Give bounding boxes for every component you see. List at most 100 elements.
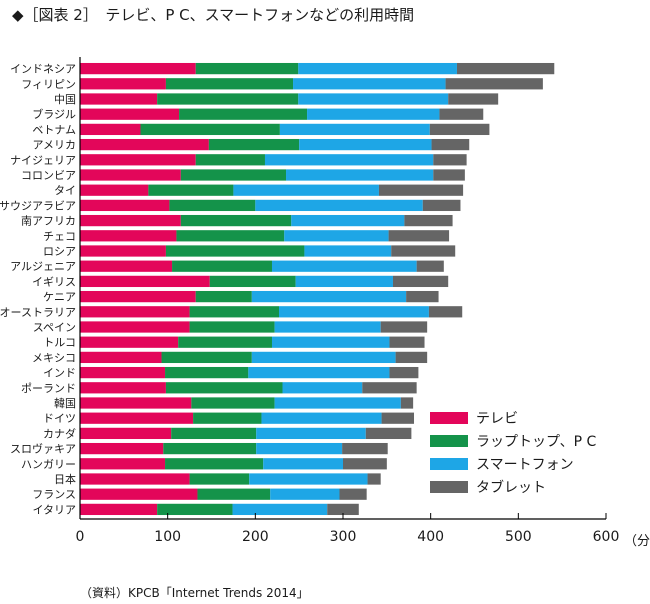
bar-tv — [80, 397, 192, 409]
bar-tablet — [392, 275, 449, 288]
bar-tablet — [380, 321, 428, 333]
category-label: ケニア — [43, 291, 76, 304]
category-label: 中国 — [54, 93, 76, 106]
legend-label-tv: テレビ — [476, 410, 518, 427]
category-label: コロンビア — [21, 169, 76, 182]
bar-tablet — [428, 306, 463, 318]
category-label: ドイツ — [43, 412, 76, 425]
chart-title: ◆［図表 2］ テレビ、P C、スマートフォンなどの利用時間 — [12, 6, 415, 24]
bar-tv — [80, 199, 170, 212]
bar-pc — [193, 412, 262, 424]
x-tick-label: 600 — [593, 529, 620, 545]
bar-pc — [195, 154, 265, 166]
bar-pc — [189, 306, 280, 318]
category-label: スペイン — [33, 321, 76, 334]
category-label: ベトナム — [32, 123, 76, 136]
bar-smartphone — [299, 138, 432, 151]
bar-tv — [80, 169, 181, 181]
category-label: サウジアラビア — [0, 199, 76, 212]
bar-pc — [163, 442, 257, 455]
legend-item-pc: ラップトップ、P C — [430, 429, 596, 452]
bar-smartphone — [293, 78, 446, 90]
category-label: タイ — [54, 184, 76, 197]
bar-smartphone — [304, 245, 392, 257]
bar-smartphone — [298, 62, 457, 75]
category-label: 日本 — [54, 472, 76, 486]
bar-pc — [165, 458, 264, 470]
source-note: （資料）KPCB「Internet Trends 2014」 — [80, 586, 309, 600]
bar-smartphone — [270, 488, 340, 500]
bar-tv — [80, 93, 158, 105]
bar-smartphone — [255, 199, 423, 212]
bar-pc — [165, 382, 283, 394]
category-label: カナダ — [43, 426, 76, 440]
x-tick-label: 200 — [242, 529, 269, 545]
bar-smartphone — [274, 321, 381, 333]
bar-pc — [195, 62, 299, 75]
bar-pc — [172, 260, 272, 272]
bar-tablet — [456, 62, 555, 75]
bar-smartphone — [251, 351, 396, 364]
bar-smartphone — [279, 306, 429, 318]
bar-tv — [80, 412, 194, 424]
x-tick-label: 100 — [154, 529, 181, 545]
bar-pc — [169, 199, 256, 212]
category-label: フランス — [32, 488, 76, 501]
bar-tv — [80, 260, 173, 272]
bar-pc — [157, 503, 233, 516]
legend-label-smartphone: スマートフォン — [476, 456, 574, 473]
bar-smartphone — [274, 397, 401, 409]
bar-pc — [157, 93, 299, 105]
bar-pc — [165, 245, 305, 257]
bar-smartphone — [261, 412, 382, 424]
bar-smartphone — [291, 214, 405, 227]
bar-smartphone — [271, 336, 390, 348]
x-tick-label: 0 — [76, 529, 85, 545]
x-axis-unit: （分） — [624, 534, 650, 549]
legend: テレビ ラップトップ、P C スマートフォン タブレット — [430, 406, 596, 498]
bar-tablet — [433, 154, 467, 166]
legend-swatch-tablet — [430, 480, 468, 493]
category-label: イギリス — [32, 275, 76, 288]
bar-pc — [195, 290, 252, 303]
bar-pc — [191, 397, 275, 409]
bar-smartphone — [256, 427, 366, 440]
bar-tv — [80, 138, 209, 151]
bar-smartphone — [282, 382, 363, 394]
bar-tablet — [327, 503, 359, 516]
category-label: ハンガリー — [21, 458, 76, 471]
x-tick-label: 500 — [505, 529, 532, 545]
bar-tablet — [388, 230, 450, 242]
bar-tablet — [429, 123, 490, 136]
bar-tablet — [439, 108, 484, 120]
bar-tv — [80, 184, 149, 196]
legend-item-smartphone: スマートフォン — [430, 452, 596, 475]
legend-swatch-pc — [430, 434, 468, 447]
bar-tablet — [365, 427, 412, 440]
category-label: アメリカ — [33, 139, 76, 152]
category-label: インド — [43, 367, 76, 380]
bar-smartphone — [279, 123, 430, 136]
bar-tablet — [381, 412, 415, 424]
category-label: フィリピン — [21, 78, 76, 91]
bar-pc — [208, 138, 300, 151]
bar-pc — [176, 230, 285, 242]
bar-tv — [80, 123, 141, 136]
bar-tv — [80, 290, 196, 303]
bar-tablet — [362, 382, 417, 394]
bar-smartphone — [295, 275, 393, 288]
bar-smartphone — [284, 230, 389, 242]
category-label: メキシコ — [32, 351, 76, 364]
bar-tablet — [400, 397, 414, 409]
bar-tablet — [404, 214, 453, 227]
bar-tv — [80, 427, 172, 440]
bar-smartphone — [298, 93, 449, 105]
x-tick-label: 400 — [417, 529, 444, 545]
bar-smartphone — [249, 473, 368, 485]
category-label: スロヴァキア — [10, 442, 76, 456]
bar-pc — [140, 123, 280, 136]
bar-pc — [165, 78, 294, 90]
bar-smartphone — [232, 503, 328, 516]
bar-tv — [80, 488, 198, 500]
bar-tv — [80, 366, 166, 379]
